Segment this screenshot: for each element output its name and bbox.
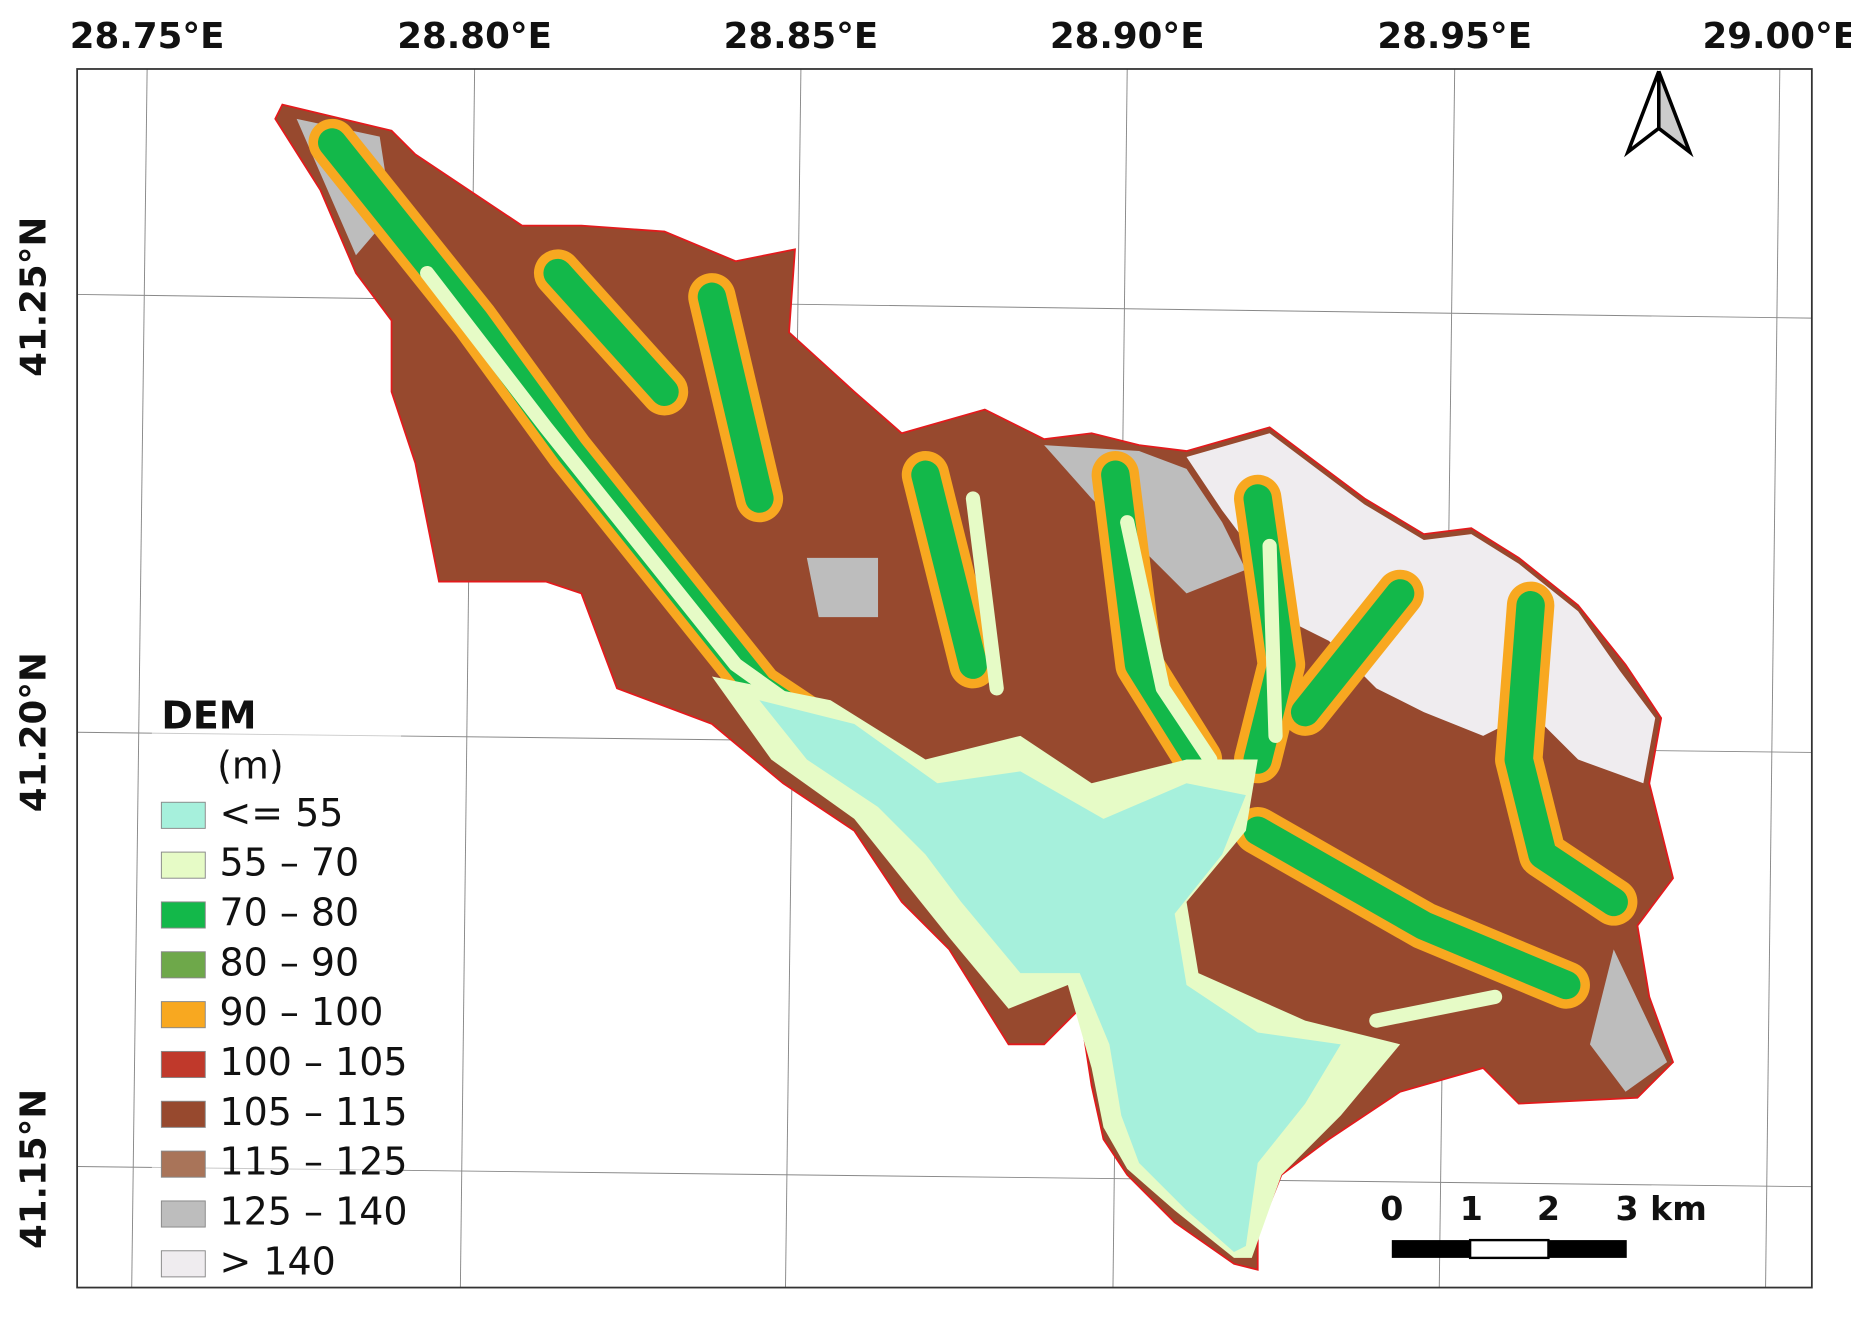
legend-label: > 140 bbox=[220, 1239, 336, 1283]
longitude-label: 28.75°E bbox=[70, 16, 225, 57]
legend-title: DEM bbox=[161, 694, 256, 738]
legend-swatch bbox=[160, 1050, 206, 1079]
map-frame bbox=[76, 68, 1813, 1289]
longitude-label: 28.95°E bbox=[1377, 16, 1532, 57]
latitude-label: 41.25°N bbox=[14, 217, 55, 377]
scale-label: 0 bbox=[1380, 1189, 1403, 1228]
latitude-label: 41.15°N bbox=[14, 1089, 55, 1249]
scale-label: 2 bbox=[1537, 1189, 1560, 1228]
legend-label: 105 – 115 bbox=[220, 1090, 408, 1134]
scale-bar bbox=[1391, 1238, 1627, 1260]
legend-label: 70 – 80 bbox=[220, 890, 360, 934]
legend-swatch bbox=[160, 801, 206, 829]
legend-background bbox=[151, 688, 402, 1282]
legend-label: 115 – 125 bbox=[220, 1140, 408, 1184]
legend-label: 55 – 70 bbox=[220, 841, 360, 885]
longitude-label: 28.85°E bbox=[724, 16, 879, 57]
legend-swatch bbox=[160, 1100, 206, 1128]
legend-swatch bbox=[160, 1250, 206, 1278]
legend-label: 80 – 90 bbox=[220, 940, 360, 984]
longitude-label: 29.00°E bbox=[1702, 16, 1851, 57]
legend-swatch bbox=[160, 851, 206, 879]
scale-label: 1 bbox=[1460, 1189, 1483, 1228]
north-arrow bbox=[1624, 70, 1694, 158]
legend-label: 100 – 105 bbox=[220, 1040, 408, 1084]
legend-swatch bbox=[160, 901, 206, 929]
legend-label: 90 – 100 bbox=[220, 990, 384, 1034]
legend-label: <= 55 bbox=[220, 791, 344, 835]
legend-unit: (m) bbox=[217, 743, 284, 787]
legend-label: 125 – 140 bbox=[220, 1189, 408, 1233]
scale-label: 3 km bbox=[1615, 1189, 1706, 1228]
legend-swatch bbox=[160, 951, 206, 979]
longitude-label: 28.80°E bbox=[397, 16, 552, 57]
legend-swatch bbox=[160, 1200, 206, 1228]
legend-swatch bbox=[160, 1150, 206, 1178]
legend-swatch bbox=[160, 1001, 206, 1029]
longitude-label: 28.90°E bbox=[1050, 16, 1205, 57]
watershed bbox=[274, 103, 1675, 1271]
latitude-label: 41.20°N bbox=[14, 652, 55, 812]
